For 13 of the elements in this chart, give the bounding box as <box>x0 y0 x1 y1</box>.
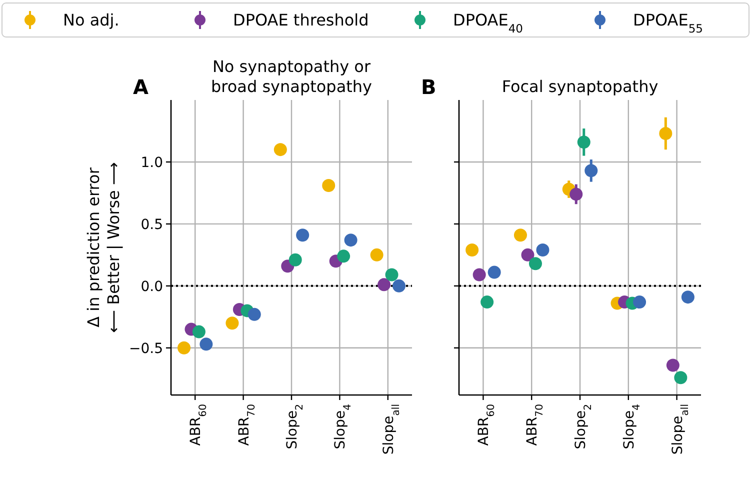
y-tick-label: 1.0 <box>140 154 163 171</box>
y-tick-label: −0.5 <box>129 340 163 357</box>
legend-label: DPOAE threshold <box>233 10 369 30</box>
y-tick-label: 0.0 <box>140 278 163 295</box>
chart-title: Focal synaptopathy <box>502 77 658 96</box>
legend-label: DPOAE$_{40}$ <box>453 10 523 36</box>
y-axis-title: Δ in prediction error ⟵ Better | Worse ⟶ <box>84 162 123 333</box>
legend-label: DPOAE$_{55}$ <box>633 10 703 36</box>
chart-title: No synaptopathy or broad synaptopathy <box>210 57 372 96</box>
text: A <box>133 75 149 99</box>
legend-label: No adj. <box>63 10 120 30</box>
text: B <box>421 75 436 99</box>
y-tick-label: 0.5 <box>140 216 163 233</box>
